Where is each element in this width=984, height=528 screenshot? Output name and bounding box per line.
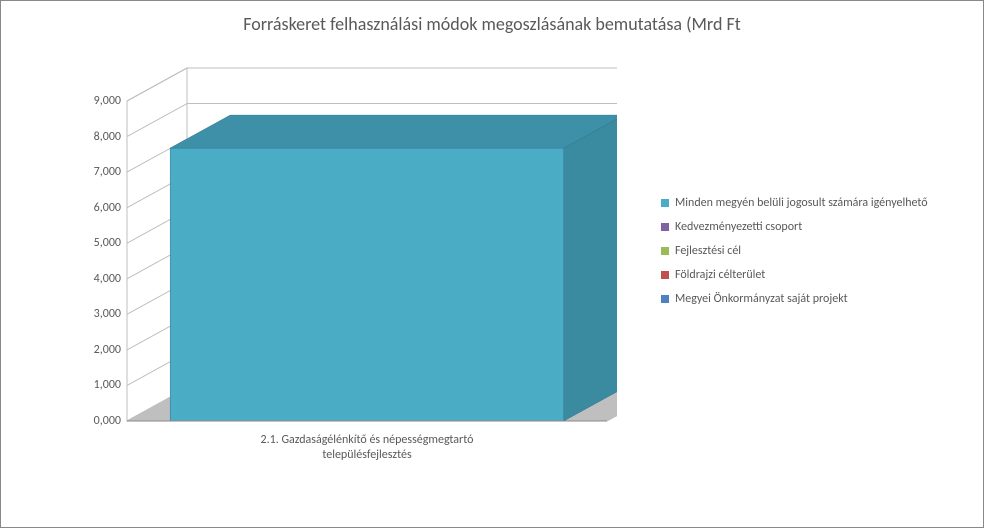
- y-axis: 0,000 1,000 2,000 3,000 4,000 5,000 6,000 7,000…: [67, 61, 127, 471]
- legend-label: Fejlesztési cél: [675, 244, 741, 258]
- x-category-label: 2.1. Gazdaságélénkítő és népességmegtart…: [217, 433, 517, 463]
- y-tick-label: 3,000: [94, 307, 121, 321]
- y-tick-label: 5,000: [94, 236, 121, 250]
- legend-label: Minden megyén belüli jogosult számára ig…: [675, 196, 928, 210]
- chart-title: Forráskeret felhasználási módok megoszlá…: [1, 1, 983, 35]
- y-tick-label: 1,000: [94, 378, 121, 392]
- y-tick-label: 6,000: [94, 201, 121, 215]
- legend-label: Földrajzi célterület: [675, 268, 765, 282]
- legend-swatch: [661, 295, 669, 303]
- chart-container: Forráskeret felhasználási módok megoszlá…: [0, 0, 984, 528]
- y-tick-label: 8,000: [94, 130, 121, 144]
- legend-swatch: [661, 199, 669, 207]
- legend-item: Megyei Önkormányzat saját projekt: [661, 292, 928, 306]
- legend-swatch: [661, 247, 669, 255]
- legend-label: Megyei Önkormányzat saját projekt: [675, 292, 848, 306]
- legend: Minden megyén belüli jogosult számára ig…: [661, 196, 928, 316]
- legend-label: Kedvezményezetti csoport: [675, 220, 802, 234]
- legend-item: Földrajzi célterület: [661, 268, 928, 282]
- legend-swatch: [661, 223, 669, 231]
- y-tick-label: 4,000: [94, 272, 121, 286]
- plot-area: 0,000 1,000 2,000 3,000 4,000 5,000 6,000 7,000…: [67, 61, 617, 471]
- y-tick-label: 9,000: [94, 94, 121, 108]
- legend-item: Fejlesztési cél: [661, 244, 928, 258]
- legend-item: Minden megyén belüli jogosult számára ig…: [661, 196, 928, 210]
- legend-item: Kedvezményezetti csoport: [661, 220, 928, 234]
- y-tick-label: 7,000: [94, 165, 121, 179]
- legend-swatch: [661, 271, 669, 279]
- y-tick-label: 0,000: [94, 414, 121, 428]
- y-tick-label: 2,000: [94, 343, 121, 357]
- plot-svg: [67, 61, 617, 471]
